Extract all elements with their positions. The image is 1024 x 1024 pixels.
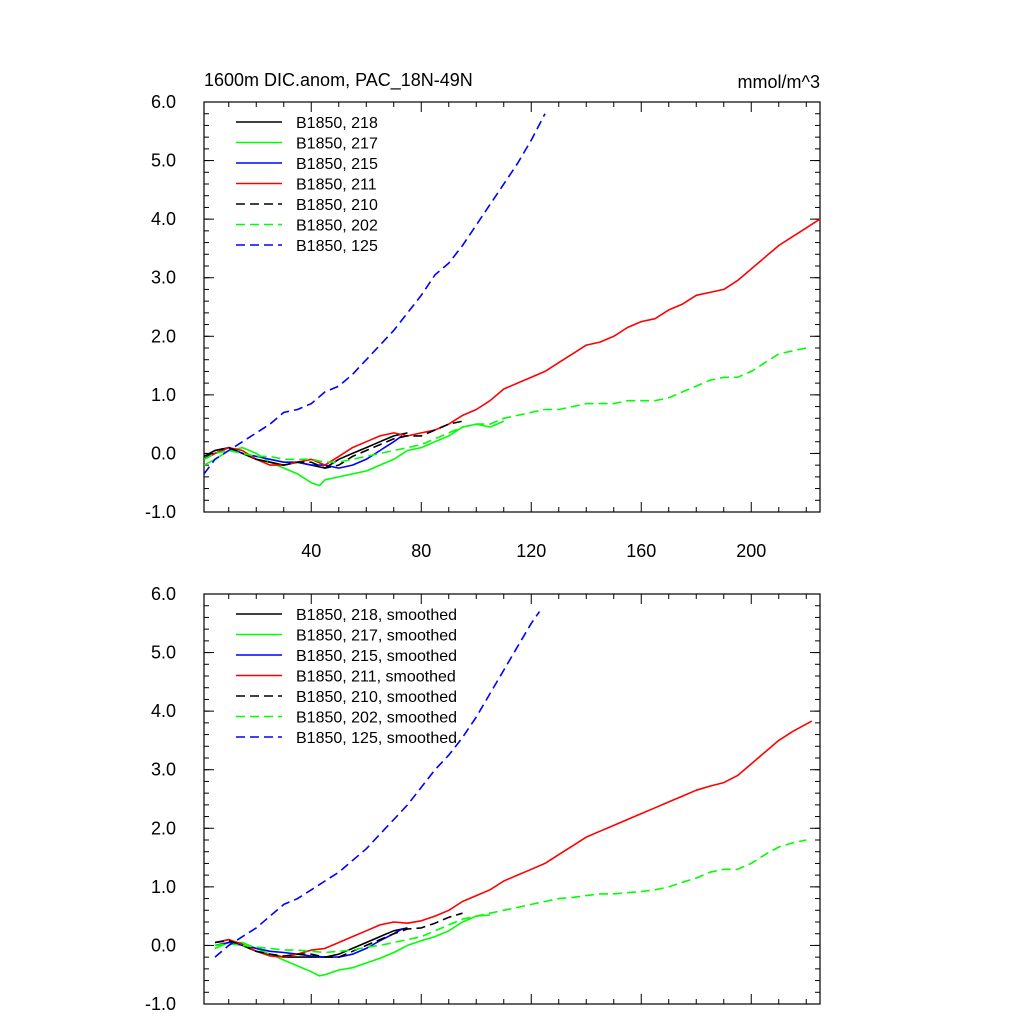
legend-label: B1850, 217, smoothed [296, 628, 457, 645]
x-tick-label: 120 [516, 541, 546, 561]
series-line-5 [214, 839, 807, 954]
legend-label: B1850, 125 [296, 238, 378, 255]
series-lines [214, 611, 813, 977]
legend-label: B1850, 211, smoothed [296, 669, 456, 686]
y-tick-label: 6.0 [151, 584, 176, 604]
legend-label: B1850, 210, smoothed [296, 689, 457, 706]
series-lines [204, 113, 820, 487]
y-tick-label: 4.0 [151, 209, 176, 229]
series-line-4 [214, 912, 463, 958]
x-tick-label: 80 [411, 541, 431, 561]
chart-title: 1600m DIC.anom, PAC_18N-49N [204, 70, 473, 91]
y-tick-label: 3.0 [151, 760, 176, 780]
legend-label: B1850, 218, smoothed [296, 607, 457, 624]
tick-marks [204, 593, 820, 1005]
series-line-1 [214, 914, 491, 977]
y-tick-label: 3.0 [151, 268, 176, 288]
y-tick-label: 1.0 [151, 385, 176, 405]
series-line-4 [204, 420, 463, 469]
legend-label: B1850, 202, smoothed [296, 710, 457, 727]
x-tick-label: 160 [626, 541, 656, 561]
x-tick-label: 200 [736, 541, 766, 561]
y-tick-label: -1.0 [145, 502, 176, 522]
series-line-5 [204, 347, 807, 464]
legend: B1850, 218, smoothed B1850, 217, smoothed… [236, 607, 457, 747]
legend-label: B1850, 202 [296, 218, 378, 235]
top-panel: 1600m DIC.anom, PAC_18N-49N mmol/m^3 -1.… [145, 70, 821, 561]
series-line-1 [204, 420, 505, 487]
chart-units: mmol/m^3 [738, 72, 820, 92]
y-tick-label: 1.0 [151, 877, 176, 897]
legend-label: B1850, 210 [296, 197, 378, 214]
plot-frame [203, 101, 821, 513]
legend-label: B1850, 211 [296, 177, 377, 194]
legend: B1850, 218 B1850, 217 B1850, 215 B1850, 211… [236, 115, 378, 255]
series-line-3 [204, 218, 820, 466]
tick-marks [204, 101, 820, 513]
x-tick-label: 40 [301, 541, 321, 561]
legend-label: B1850, 215 [296, 156, 378, 173]
legend-label: B1850, 215, smoothed [296, 648, 457, 665]
tick-labels: -1.0 0.0 1.0 2.0 3.0 4.0 5.0 6.0 40 80 120 160 200 [145, 92, 766, 561]
series-line-3 [214, 720, 813, 958]
series-line-6 [204, 113, 546, 475]
bottom-panel: -1.0 0.0 1.0 2.0 3.0 4.0 5.0 6.0 B1850, 218, sm… [145, 584, 821, 1014]
y-tick-label: 0.0 [151, 443, 176, 463]
tick-labels: -1.0 0.0 1.0 2.0 3.0 4.0 5.0 6.0 [145, 584, 176, 1014]
y-tick-label: 0.0 [151, 935, 176, 955]
y-tick-label: 2.0 [151, 818, 176, 838]
plot-frame [203, 593, 821, 1005]
y-tick-label: 6.0 [151, 92, 176, 112]
y-tick-label: 2.0 [151, 326, 176, 346]
series-line-6 [214, 611, 541, 958]
y-tick-label: 5.0 [151, 643, 176, 663]
legend-label: B1850, 218 [296, 115, 378, 132]
legend-label: B1850, 217 [296, 136, 378, 153]
y-tick-label: 5.0 [151, 151, 176, 171]
y-tick-label: -1.0 [145, 994, 176, 1014]
legend-label: B1850, 125, smoothed [296, 730, 457, 747]
y-tick-label: 4.0 [151, 701, 176, 721]
